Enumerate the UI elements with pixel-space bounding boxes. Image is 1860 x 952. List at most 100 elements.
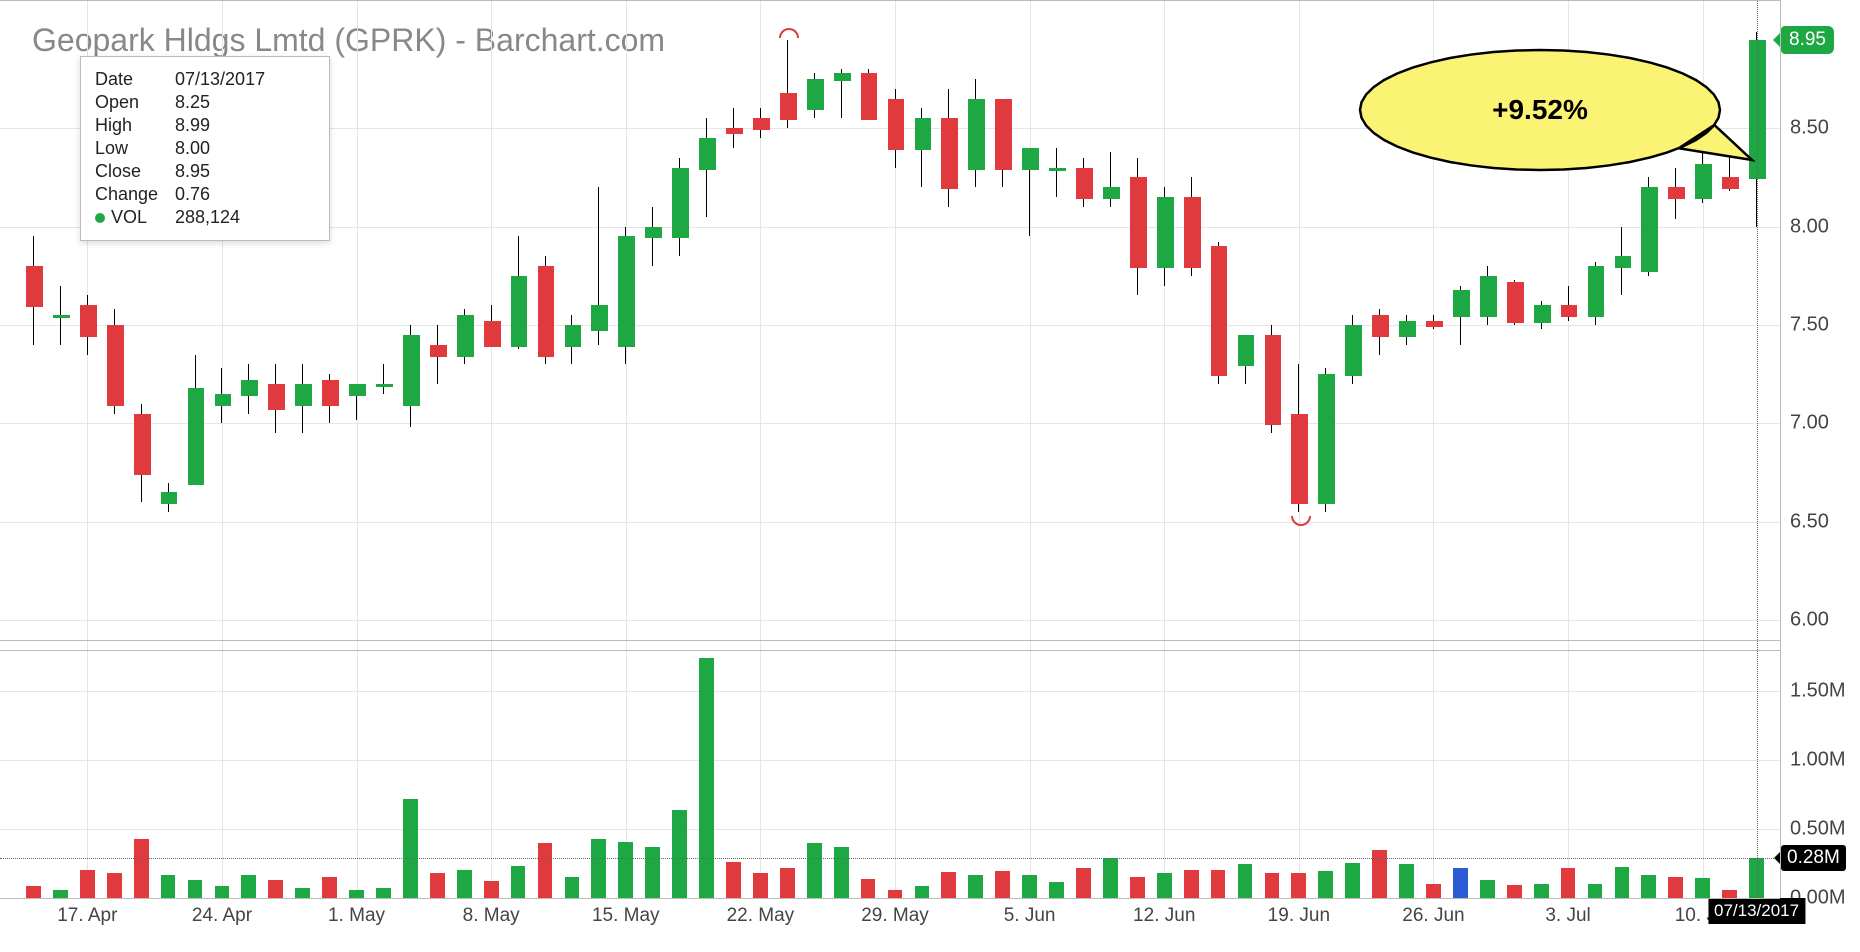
border [1780,0,1781,898]
volume-bar[interactable] [780,868,795,898]
volume-bar[interactable] [322,877,337,898]
volume-bar[interactable] [968,875,983,898]
volume-bar[interactable] [295,888,310,898]
volume-bar[interactable] [511,866,526,898]
volume-bar[interactable] [1615,867,1630,898]
volume-bar[interactable] [538,843,553,898]
border [0,650,1780,651]
volume-bar[interactable] [53,890,68,898]
volume-bar[interactable] [457,870,472,898]
volume-bar[interactable] [376,888,391,898]
volume-bar[interactable] [1157,873,1172,898]
volume-bar[interactable] [1318,871,1333,898]
volume-bar[interactable] [645,847,660,898]
volume-bar[interactable] [726,862,741,898]
volume-bar[interactable] [1722,890,1737,898]
volume-bar[interactable] [1534,884,1549,898]
volume-bar[interactable] [1668,877,1683,898]
border [0,898,1780,899]
volume-bar[interactable] [861,879,876,898]
candle[interactable] [161,492,178,504]
volume-bar[interactable] [1345,863,1360,898]
volume-bar[interactable] [349,890,364,898]
volume-bar[interactable] [1103,858,1118,898]
candle[interactable] [188,388,205,485]
candle[interactable] [1291,414,1308,505]
volume-bar[interactable] [1480,880,1495,898]
x-date-tick: 3. Jul [1545,905,1590,927]
volume-bar[interactable] [888,890,903,898]
volume-bar[interactable] [161,875,176,898]
volume-bar[interactable] [1265,873,1280,898]
y-volume-tick: 1.50M [1790,680,1846,703]
volume-bar[interactable] [1695,878,1710,898]
volume-bar[interactable] [430,873,445,898]
x-date-tick: 12. Jun [1133,905,1195,927]
volume-badge: 0.28M [1781,845,1846,871]
volume-bar[interactable] [672,810,687,898]
volume-bar[interactable] [1184,870,1199,898]
volume-bar[interactable] [1426,884,1441,898]
volume-bar[interactable] [134,839,149,898]
volume-bar[interactable] [995,871,1010,898]
y-volume-tick: 0.50M [1790,818,1846,841]
volume-bar[interactable] [268,880,283,898]
volume-bar[interactable] [1561,868,1576,898]
volume-bar[interactable] [753,873,768,898]
volume-bar[interactable] [807,843,822,898]
tooltip-row: Low8.00 [95,138,315,159]
volume-bar[interactable] [1076,868,1091,898]
tooltip-row: VOL288,124 [95,207,315,228]
x-date-tick: 17. Apr [57,905,117,927]
volume-bar[interactable] [565,877,580,898]
volume-bar[interactable] [618,842,633,898]
volume-bar[interactable] [834,847,849,898]
volume-bar[interactable] [1130,877,1145,898]
volume-bar[interactable] [80,870,95,898]
y-price-tick: 6.00 [1790,609,1829,632]
tooltip-row: High8.99 [95,115,315,136]
volume-bar[interactable] [1022,875,1037,898]
tooltip-row: Change0.76 [95,184,315,205]
volume-bar[interactable] [1453,868,1468,898]
stock-chart[interactable]: Geopark Hldgs Lmtd (GPRK) - Barchart.com… [0,0,1860,952]
volume-bar[interactable] [1211,870,1226,898]
volume-bar[interactable] [699,658,714,898]
tooltip-row: Open8.25 [95,92,315,113]
x-date-tick: 19. Jun [1268,905,1330,927]
volume-bar[interactable] [215,886,230,898]
volume-bar[interactable] [1291,873,1306,898]
candle[interactable] [134,414,151,475]
tooltip-row: Date07/13/2017 [95,69,315,90]
volume-bar[interactable] [241,875,256,898]
border [0,640,1780,641]
volume-canvas [0,650,1780,898]
volume-bar[interactable] [1372,850,1387,898]
volume-bar[interactable] [1049,882,1064,898]
border [0,0,1780,1]
volume-bar[interactable] [26,886,41,898]
y-volume-tick: 1.00M [1790,749,1846,772]
date-badge: 07/13/2017 [1708,898,1805,924]
x-date-tick: 5. Jun [1004,905,1056,927]
volume-bar[interactable] [915,886,930,898]
volume-bar[interactable] [1588,884,1603,898]
volume-bar[interactable] [1238,864,1253,898]
y-price-tick: 6.50 [1790,510,1829,533]
x-date-tick: 22. May [727,905,795,927]
crosshair-horizontal [0,858,1780,859]
volume-bar[interactable] [1399,864,1414,898]
ohlc-tooltip: Date07/13/2017Open8.25High8.99Low8.00Clo… [80,56,330,241]
x-date-tick: 15. May [592,905,660,927]
volume-bar[interactable] [591,839,606,898]
volume-bar[interactable] [107,873,122,898]
callout-text: +9.52% [1492,94,1588,126]
volume-bar[interactable] [1641,875,1656,898]
volume-bar[interactable] [1507,885,1522,898]
x-date-tick: 8. May [463,905,520,927]
volume-bar[interactable] [403,799,418,898]
volume-bar[interactable] [941,872,956,898]
volume-bar[interactable] [484,881,499,898]
x-date-tick: 26. Jun [1402,905,1464,927]
volume-bar[interactable] [188,880,203,898]
